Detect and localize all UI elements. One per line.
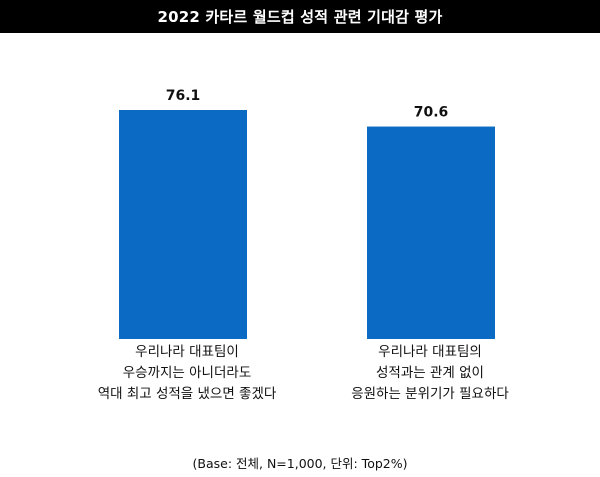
bar-1 xyxy=(119,110,247,339)
bar-value-label-1: 76.1 xyxy=(166,88,201,104)
chart-title: 2022 카타르 월드컵 성적 관련 기대감 평가 xyxy=(0,0,600,33)
footnote: (Base: 전체, N=1,000, 단위: Top2%) xyxy=(192,456,408,471)
bar-2 xyxy=(367,126,495,339)
category-label-2: 우리나라 대표팀의 성적과는 관계 없이 응원하는 분위기가 필요하다 xyxy=(351,344,509,402)
bar-value-label-2: 70.6 xyxy=(414,105,449,121)
category-label-1: 우리나라 대표팀이 우승까지는 아니더라도 역대 최고 성적을 냈으면 좋겠다 xyxy=(97,344,277,402)
